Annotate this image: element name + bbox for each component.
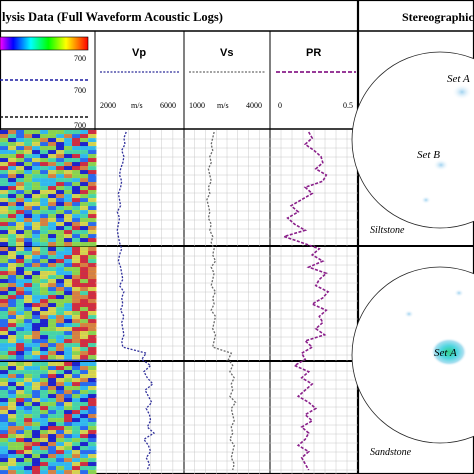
grid-1-1 [95, 130, 184, 246]
stereonet-sandstone: Set A Sandstone [351, 266, 474, 458]
set-label-a-2: Set A [434, 347, 457, 359]
set-label-b-1: Set B [417, 149, 440, 161]
grid-1-2 [95, 247, 184, 361]
waveform-panels [0, 130, 97, 474]
stereo-title: Stereographic [402, 10, 474, 24]
grid-2-3 [184, 362, 270, 474]
track-min-vp: 2000 [100, 101, 116, 110]
color-scale-bar [0, 36, 89, 51]
scale-end-label-2: 700 [74, 86, 86, 95]
grid-3-2 [270, 247, 358, 361]
waveform-zone-1 [0, 130, 97, 247]
track-title-vs: Vs [220, 47, 233, 59]
scale-end-label-1: 700 [74, 54, 86, 63]
main-title: lysis Data (Full Waveform Acoustic Logs) [2, 10, 223, 24]
stereonet-siltstone: Set A Set B Siltstone [351, 51, 474, 236]
track-min-pr: 0 [278, 101, 282, 110]
track-max-vp: 6000 [160, 101, 176, 110]
grid-2-2 [184, 247, 270, 361]
pole-cluster-set-b-1 [433, 159, 449, 171]
track-curves [116, 131, 330, 471]
track-min-vs: 1000 [189, 101, 205, 110]
track-max-vs: 4000 [246, 101, 262, 110]
track-title-pr: PR [306, 47, 321, 59]
scale-end-label-3: 700 [74, 121, 86, 130]
lithology-label-2: Sandstone [370, 447, 412, 458]
grid-3-3 [270, 362, 358, 474]
pole-cluster-minor-2a [404, 310, 414, 318]
waveform-legend: 700 700 700 [0, 36, 90, 130]
pole-cluster-minor-2b [454, 289, 464, 297]
track-unit-vs: m/s [217, 101, 229, 110]
pole-cluster-minor-1 [421, 196, 431, 204]
waveform-zone-2 [0, 247, 97, 361]
lithology-label-1: Siltstone [370, 225, 405, 236]
pole-cluster-set-a-2 [431, 338, 467, 366]
grid-1-3 [95, 362, 184, 474]
track-max-pr: 0.5 [343, 101, 353, 110]
track-grids [95, 130, 358, 474]
waveform-zone-3 [0, 362, 97, 474]
curve-pr [281, 131, 330, 471]
grid-3-1 [270, 130, 358, 246]
track-header-pr: PR 0 0.5 [276, 47, 356, 110]
grid-2-1 [184, 130, 270, 246]
stereonet-circle-1 [351, 51, 474, 229]
curve-vs [206, 131, 237, 471]
pole-cluster-set-a-1 [452, 84, 472, 100]
track-header-vs: Vs 1000 m/s 4000 [189, 47, 266, 110]
track-unit-vp: m/s [131, 101, 143, 110]
set-label-a-1: Set A [447, 73, 470, 85]
track-header-vp: Vp 2000 m/s 6000 [100, 47, 180, 110]
stereonet-circle-2 [351, 266, 474, 444]
track-title-vp: Vp [132, 47, 146, 59]
